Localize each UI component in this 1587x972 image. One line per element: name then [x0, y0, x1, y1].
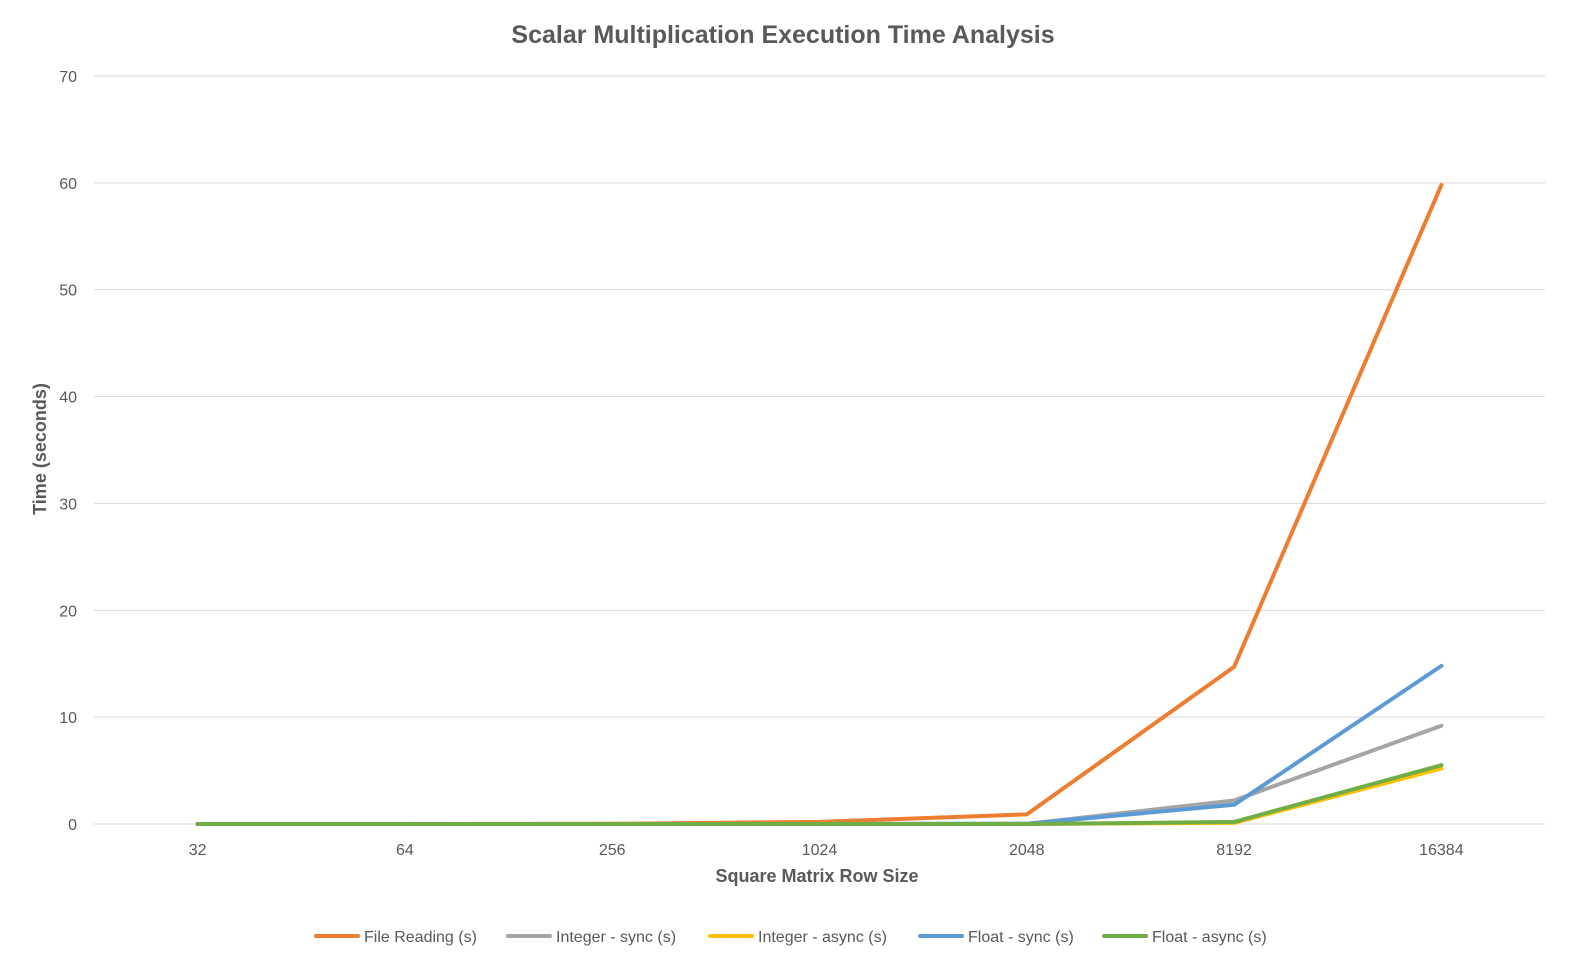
gridlines — [94, 75, 1545, 825]
y-tick-label: 40 — [59, 390, 77, 407]
y-tick-label: 20 — [59, 603, 77, 620]
series-line-0 — [195, 183, 1444, 826]
legend-item: Float - async (s) — [1102, 929, 1267, 946]
chart-title: Scalar Multiplication Execution Time Ana… — [511, 21, 1054, 49]
legend-label: File Reading (s) — [364, 929, 477, 946]
legend-label: Float - async (s) — [1152, 929, 1267, 946]
y-tick-label: 60 — [59, 176, 77, 193]
series-lines — [195, 183, 1444, 826]
series-line-4 — [195, 763, 1444, 826]
y-tick-label: 10 — [59, 710, 77, 727]
x-tick-label: 32 — [189, 842, 207, 859]
legend-label: Float - sync (s) — [968, 929, 1074, 946]
y-axis-ticks: 0 10 20 30 40 50 60 70 — [59, 69, 77, 834]
legend-item: File Reading (s) — [314, 929, 477, 946]
y-tick-label: 70 — [59, 69, 77, 86]
x-axis-ticks: 32 64 256 1024 2048 8192 16384 — [189, 842, 1464, 859]
y-tick-label: 0 — [68, 817, 77, 834]
x-tick-label: 256 — [599, 842, 626, 859]
x-tick-label: 1024 — [802, 842, 838, 859]
legend-label: Integer - async (s) — [758, 929, 887, 946]
series-line-3 — [195, 663, 1444, 826]
y-axis-title: Time (seconds) — [30, 383, 50, 515]
legend-item: Integer - async (s) — [708, 929, 887, 946]
x-axis-title: Square Matrix Row Size — [715, 866, 918, 886]
x-tick-label: 64 — [396, 842, 414, 859]
y-tick-label: 50 — [59, 283, 77, 300]
x-tick-label: 8192 — [1216, 842, 1252, 859]
y-tick-label: 30 — [59, 496, 77, 513]
legend: File Reading (s) Integer - sync (s) Intege… — [314, 929, 1267, 946]
legend-item: Float - sync (s) — [918, 929, 1074, 946]
legend-item: Integer - sync (s) — [506, 929, 676, 946]
x-tick-label: 16384 — [1419, 842, 1464, 859]
x-tick-label: 2048 — [1009, 842, 1045, 859]
legend-label: Integer - sync (s) — [556, 929, 676, 946]
series-line-1 — [195, 723, 1444, 826]
